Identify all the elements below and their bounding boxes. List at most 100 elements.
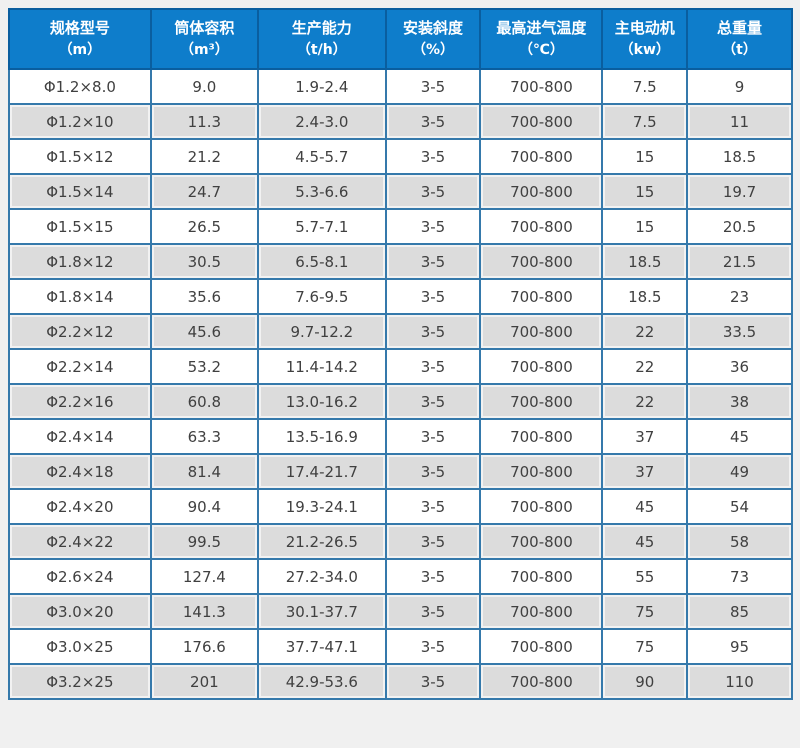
table-cell: 127.4 [149, 558, 259, 595]
table-cell: 26.5 [149, 208, 259, 245]
table-cell: 73 [686, 558, 793, 595]
table-row: Φ2.4×18 81.4 17.4-21.7 3-5 700-800 37 49 [8, 453, 793, 490]
column-header-3: 生产能力 （t/h） [256, 8, 387, 70]
table-cell: 1.9-2.4 [256, 68, 387, 105]
column-title: 安装斜度 [402, 18, 463, 37]
table-cell: 37.7-47.1 [256, 628, 387, 665]
table-cell: 15 [601, 208, 689, 245]
table-cell: 45 [601, 488, 689, 525]
table-cell: 700-800 [479, 313, 604, 350]
table-cell: 700-800 [479, 173, 604, 210]
table-row: Φ2.4×20 90.4 19.3-24.1 3-5 700-800 45 54 [8, 488, 793, 525]
table-cell: 11.3 [149, 103, 259, 140]
column-header-5: 最高进气温度 （℃） [479, 8, 604, 70]
table-row: Φ1.5×12 21.2 4.5-5.7 3-5 700-800 15 18.5 [8, 138, 793, 175]
table-cell: Φ1.2×8.0 [8, 68, 152, 105]
column-title: 主电动机 [614, 18, 675, 37]
table-cell: 9.7-12.2 [256, 313, 387, 350]
table-cell: 3-5 [384, 418, 482, 455]
table-cell: Φ2.4×22 [8, 523, 152, 560]
table-cell: 700-800 [479, 593, 604, 630]
table-cell: 33.5 [686, 313, 793, 350]
table-cell: 99.5 [149, 523, 259, 560]
table-cell: 37 [601, 453, 689, 490]
table-cell: 55 [601, 558, 689, 595]
table-row: Φ1.8×12 30.5 6.5-8.1 3-5 700-800 18.5 21.5 [8, 243, 793, 280]
table-cell: Φ3.0×20 [8, 593, 152, 630]
table-cell: 3-5 [384, 453, 482, 490]
table-cell: 53.2 [149, 348, 259, 385]
table-cell: 19.3-24.1 [256, 488, 387, 525]
table-cell: 110 [686, 663, 793, 700]
column-header-4: 安装斜度 （%） [384, 8, 482, 70]
table-body: Φ1.2×8.0 9.0 1.9-2.4 3-5 700-800 7.5 9 Φ1.2×10 1… [8, 68, 793, 700]
table-cell: 3-5 [384, 313, 482, 350]
table-cell: 3-5 [384, 593, 482, 630]
table-row: Φ2.2×16 60.8 13.0-16.2 3-5 700-800 22 38 [8, 383, 793, 420]
table-cell: 3-5 [384, 383, 482, 420]
table-cell: 90.4 [149, 488, 259, 525]
table-cell: 201 [149, 663, 259, 700]
table-cell: 3-5 [384, 348, 482, 385]
table-cell: 5.7-7.1 [256, 208, 387, 245]
table-cell: 3-5 [384, 173, 482, 210]
table-cell: 700-800 [479, 418, 604, 455]
table-cell: Φ1.5×12 [8, 138, 152, 175]
table-cell: 2.4-3.0 [256, 103, 387, 140]
table-cell: 700-800 [479, 243, 604, 280]
table-row: Φ1.5×15 26.5 5.7-7.1 3-5 700-800 15 20.5 [8, 208, 793, 245]
table-cell: 9 [686, 68, 793, 105]
table-row: Φ1.2×10 11.3 2.4-3.0 3-5 700-800 7.5 11 [8, 103, 793, 140]
table-row: Φ1.2×8.0 9.0 1.9-2.4 3-5 700-800 7.5 9 [8, 68, 793, 105]
column-title: 筒体容积 [174, 18, 235, 37]
table-cell: Φ1.8×12 [8, 243, 152, 280]
table-cell: 700-800 [479, 208, 604, 245]
table-header: 规格型号 （m） 筒体容积 （m³） 生产能力 （t/h） 安装斜度 （%） 最高进气温度 （℃）… [8, 8, 793, 70]
table-cell: 58 [686, 523, 793, 560]
table-cell: 42.9-53.6 [256, 663, 387, 700]
column-header-1: 规格型号 （m） [8, 8, 152, 70]
table-cell: 22 [601, 348, 689, 385]
table-cell: 36 [686, 348, 793, 385]
table-cell: Φ2.2×14 [8, 348, 152, 385]
table-cell: 20.5 [686, 208, 793, 245]
column-title: 总重量 [717, 18, 763, 37]
table-cell: 75 [601, 628, 689, 665]
column-header-2: 筒体容积 （m³） [149, 8, 259, 70]
table-cell: 27.2-34.0 [256, 558, 387, 595]
table-cell: 18.5 [686, 138, 793, 175]
column-unit: （t/h） [296, 41, 347, 58]
table-row: Φ2.4×22 99.5 21.2-26.5 3-5 700-800 45 58 [8, 523, 793, 560]
table-cell: 700-800 [479, 138, 604, 175]
table-cell: 35.6 [149, 278, 259, 315]
table-cell: 5.3-6.6 [256, 173, 387, 210]
column-title: 生产能力 [291, 18, 352, 37]
column-title: 规格型号 [49, 18, 110, 37]
table-cell: 3-5 [384, 208, 482, 245]
table-cell: 7.5 [601, 68, 689, 105]
table-cell: 3-5 [384, 68, 482, 105]
table-cell: Φ2.4×20 [8, 488, 152, 525]
table-cell: 700-800 [479, 488, 604, 525]
table-cell: 9.0 [149, 68, 259, 105]
table-cell: 30.5 [149, 243, 259, 280]
table-cell: 700-800 [479, 628, 604, 665]
table-cell: Φ1.5×15 [8, 208, 152, 245]
table-cell: 141.3 [149, 593, 259, 630]
table-cell: 700-800 [479, 68, 604, 105]
table-cell: 700-800 [479, 558, 604, 595]
column-header-6: 主电动机 （kw） [601, 8, 689, 70]
table-cell: 22 [601, 313, 689, 350]
table-cell: 700-800 [479, 348, 604, 385]
table-cell: 700-800 [479, 278, 604, 315]
table-cell: 23 [686, 278, 793, 315]
table-cell: 21.2-26.5 [256, 523, 387, 560]
table-cell: 4.5-5.7 [256, 138, 387, 175]
table-cell: 54 [686, 488, 793, 525]
table-cell: 17.4-21.7 [256, 453, 387, 490]
table-cell: 7.5 [601, 103, 689, 140]
column-unit: （℃） [518, 41, 564, 58]
table-cell: 38 [686, 383, 793, 420]
table-cell: 3-5 [384, 523, 482, 560]
